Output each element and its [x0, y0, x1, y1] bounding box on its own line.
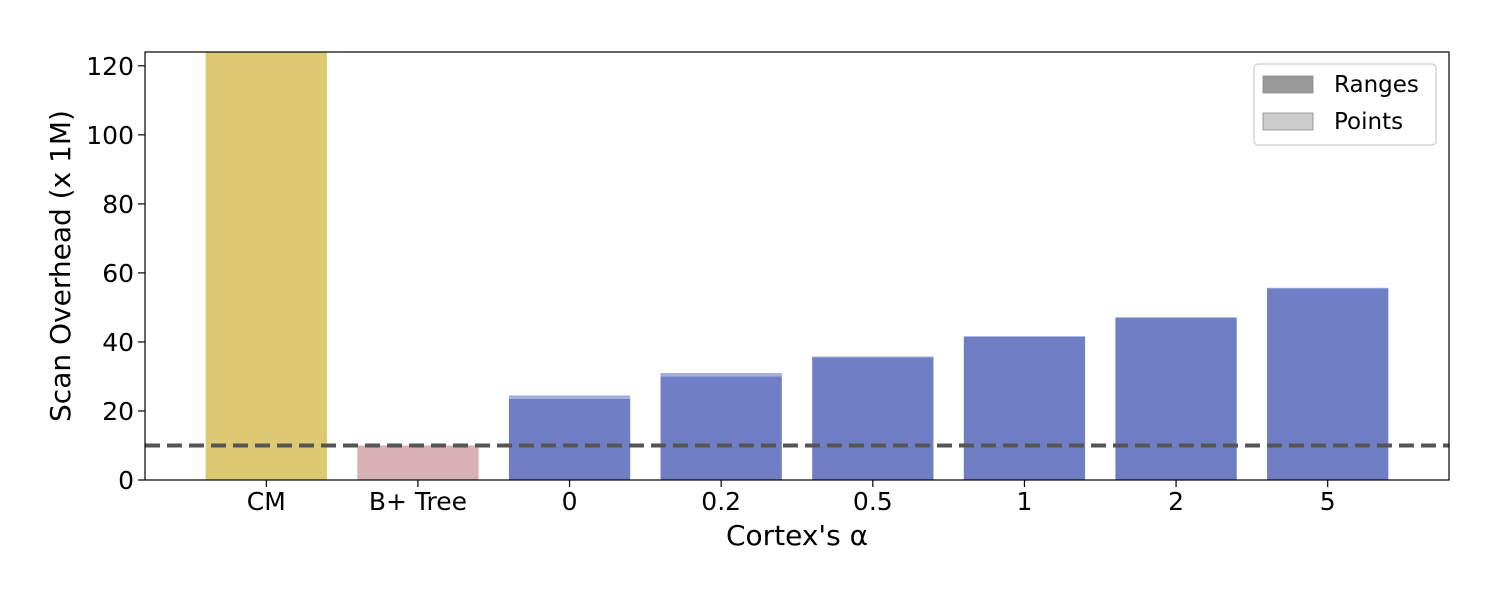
bar-ranges-6 — [1115, 317, 1237, 480]
bar-points-5 — [963, 336, 1086, 337]
bar-ranges-3 — [660, 376, 782, 480]
x-tick-label-2: 0 — [562, 487, 578, 516]
x-tick-label-6: 2 — [1168, 487, 1184, 516]
y-tick-label-4: 80 — [102, 190, 134, 219]
bar-points-6 — [1115, 317, 1237, 318]
x-tick-label-4: 0.5 — [853, 487, 893, 516]
y-tick-label-1: 20 — [102, 397, 134, 426]
x-axis: CM B+ Tree 0 0.2 0.5 1 2 5 — [247, 480, 1336, 516]
bar-points-2 — [508, 395, 631, 399]
x-tick-label-5: 1 — [1016, 487, 1032, 516]
legend-label-0: Ranges — [1334, 72, 1419, 98]
x-axis-title: Cortex's α — [726, 519, 868, 552]
bar-ranges-7 — [1267, 288, 1389, 480]
x-tick-label-0: CM — [247, 487, 286, 516]
bar-ranges-0 — [205, 52, 327, 480]
bar-points-7 — [1267, 287, 1389, 289]
bar-ranges-1 — [357, 445, 479, 480]
bar-ranges-5 — [963, 336, 1086, 480]
plot-bars — [205, 52, 1389, 480]
y-tick-label-0: 0 — [118, 466, 134, 495]
legend-swatch-0 — [1262, 75, 1314, 94]
legend-label-1: Points — [1334, 109, 1403, 135]
plot-frame — [144, 51, 1450, 481]
y-tick-label-3: 60 — [102, 259, 134, 288]
y-tick-label-5: 100 — [86, 121, 134, 150]
x-tick-label-7: 5 — [1320, 487, 1336, 516]
y-tick-label-6: 120 — [86, 52, 134, 81]
bar-ranges-2 — [508, 398, 631, 480]
legend-swatch-1 — [1262, 112, 1314, 131]
legend: Ranges Points — [1253, 63, 1437, 146]
y-axis: 0 20 40 60 80 100 120 — [86, 52, 145, 495]
bar-ranges-4 — [812, 357, 934, 480]
x-tick-label-3: 0.2 — [701, 487, 741, 516]
y-tick-label-2: 40 — [102, 328, 134, 357]
bar-points-4 — [812, 356, 934, 358]
bar-points-3 — [660, 373, 782, 377]
x-tick-label-1: B+ Tree — [369, 487, 467, 516]
y-axis-title: Scan Overhead (x 1M) — [44, 110, 77, 422]
